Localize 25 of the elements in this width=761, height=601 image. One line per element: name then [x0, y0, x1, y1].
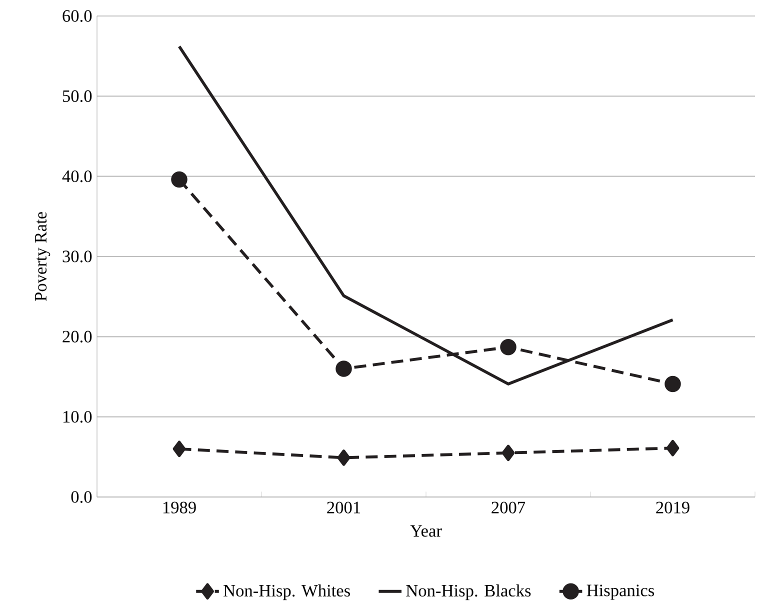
y-tick-label: 10.0: [63, 410, 92, 423]
legend-label: Non-Hisp. Whites: [224, 584, 350, 600]
y-tick-label: 40.0: [62, 170, 92, 182]
line-series: [178, 45, 674, 386]
point: [664, 376, 681, 392]
y-tick-label: 30.0: [62, 250, 92, 262]
point: [337, 450, 350, 466]
legend-label: Non-Hisp. Blacks: [406, 584, 531, 600]
y-axis-title: Poverty Rate: [35, 212, 50, 302]
x-tick-label: 2007: [492, 502, 526, 514]
x-axis-title: Year: [410, 525, 442, 537]
point: [502, 444, 515, 462]
legend-label: Hispanics: [586, 584, 654, 600]
point: [500, 338, 516, 356]
y-tick-label: 20.0: [62, 330, 92, 343]
y-tick-label: 0.0: [71, 491, 92, 503]
x-tick-label: 1989: [163, 502, 196, 514]
y-tick-label: 60.0: [62, 10, 92, 22]
point: [172, 440, 186, 458]
point: [171, 171, 188, 188]
y-tick-label: 50.0: [62, 90, 92, 102]
x-tick-label: 2001: [327, 502, 360, 514]
point: [666, 440, 680, 456]
x-tick-label: 2019: [656, 502, 690, 514]
point: [336, 360, 352, 377]
